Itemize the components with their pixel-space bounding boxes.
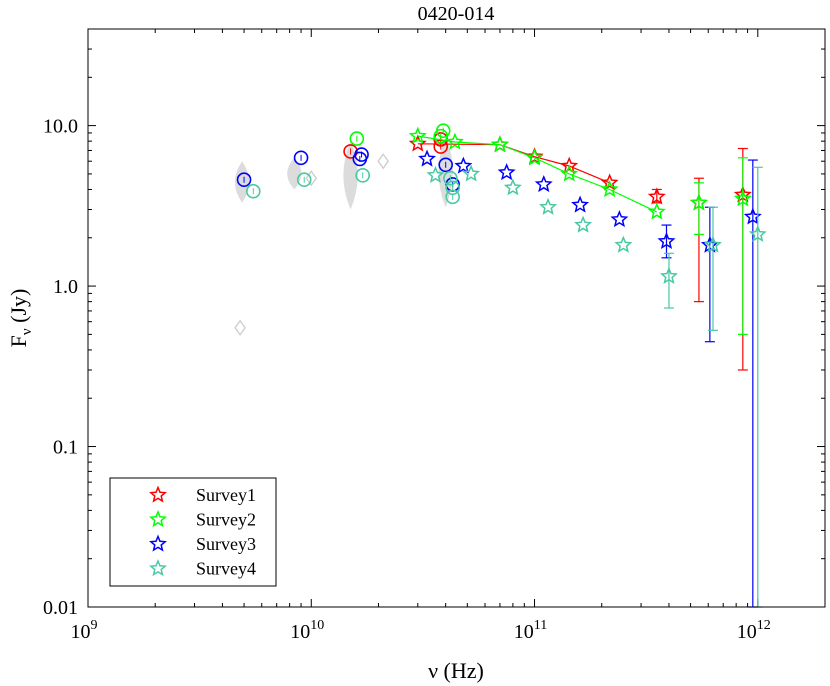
star-point-survey4 [503, 178, 522, 196]
star-point-survey4 [574, 215, 593, 233]
x-tick-base: 10 [514, 621, 534, 643]
legend-label-survey1: Survey1 [196, 485, 256, 505]
star-point-survey3 [454, 156, 473, 174]
circle-point [445, 189, 460, 205]
star-point-survey1 [647, 187, 666, 205]
y-axis-label-rest: (Jy) [6, 289, 31, 329]
x-tick-exponent: 10 [310, 618, 324, 633]
data-layer [234, 123, 767, 608]
grey-diamond-point [377, 153, 390, 170]
legend-marker-survey2 [149, 510, 167, 528]
star-point-survey1 [600, 173, 619, 191]
circle-point [354, 147, 369, 162]
circle-point [438, 157, 453, 173]
star-point-survey3 [571, 195, 590, 213]
x-tick-label: 109 [71, 618, 98, 643]
star-point-survey2 [600, 180, 619, 198]
star-point-survey2 [560, 164, 579, 182]
star-point-survey2 [647, 202, 666, 220]
y-axis-label-sub: ν [19, 328, 35, 335]
x-tick-label: 1012 [737, 618, 771, 643]
legend-marker-survey3 [149, 534, 167, 552]
x-tick-base: 10 [71, 621, 91, 643]
star-point-survey2 [490, 135, 509, 153]
grey-diamond-point [234, 319, 246, 336]
star-point-survey3 [497, 163, 516, 181]
star-point-survey3 [418, 149, 437, 167]
grey-diamond-point [305, 170, 318, 187]
plot-frame [87, 28, 826, 608]
star-point-survey4 [748, 224, 767, 243]
circle-point [435, 123, 451, 138]
star-point-survey1 [408, 134, 427, 152]
star-point-survey1 [525, 147, 544, 165]
circle-point [236, 172, 252, 188]
grey-band [234, 161, 250, 203]
star-point-survey4 [659, 266, 678, 284]
x-tick-exponent: 12 [757, 618, 771, 633]
series-line-survey2 [417, 135, 658, 213]
legend-label-survey2: Survey2 [196, 510, 256, 530]
legend-label-survey3: Survey3 [196, 534, 256, 554]
x-tick-exponent: 11 [534, 618, 547, 633]
y-axis-label-text: Fν (Jy) [6, 289, 35, 348]
star-point-survey3 [657, 231, 676, 249]
star-point-survey3 [534, 174, 553, 193]
y-axis-label-main: F [6, 335, 31, 347]
star-point-survey2 [408, 126, 427, 144]
star-point-survey4 [704, 235, 722, 253]
x-tick-label: 1011 [514, 618, 547, 643]
star-point-survey4 [614, 235, 633, 253]
y-tick-label: 1.0 [53, 276, 78, 298]
circle-point [293, 150, 309, 166]
y-tick-label: 0.01 [43, 597, 78, 619]
x-tick-base: 10 [737, 621, 757, 643]
circle-point [443, 170, 458, 186]
star-point-survey4 [462, 164, 481, 182]
x-tick-base: 10 [290, 621, 310, 643]
grey-band [343, 141, 358, 210]
star-point-survey4 [426, 165, 445, 183]
x-tick-exponent: 9 [91, 618, 98, 633]
circle-point [349, 131, 365, 146]
y-tick-label: 10.0 [43, 116, 78, 138]
star-point-survey4 [539, 197, 558, 215]
legend-marker-survey4 [149, 559, 167, 577]
legend: Survey1 Survey2 Survey3 Survey4 [109, 477, 277, 587]
star-point-survey2 [445, 132, 464, 150]
legend-box [109, 477, 277, 587]
circle-point [245, 183, 261, 199]
chart-title: 0420-014 [418, 3, 495, 25]
x-axis-label: ν (Hz) [428, 658, 484, 683]
y-tick-label: 0.1 [53, 437, 78, 459]
legend-marker-survey1 [149, 485, 167, 503]
star-point-survey2 [525, 148, 544, 166]
circle-point [296, 172, 312, 188]
x-tick-label: 1010 [290, 618, 324, 643]
circle-point [343, 144, 358, 159]
y-axis-label: Fν (Jy) [6, 289, 35, 348]
star-point-survey1 [560, 156, 579, 174]
legend-label-survey4: Survey4 [196, 559, 256, 579]
series-line-survey1 [417, 143, 610, 184]
star-point-survey3 [610, 210, 629, 228]
star-point-survey2 [689, 193, 708, 211]
circle-point [355, 168, 371, 183]
star-point-survey2 [733, 189, 752, 207]
